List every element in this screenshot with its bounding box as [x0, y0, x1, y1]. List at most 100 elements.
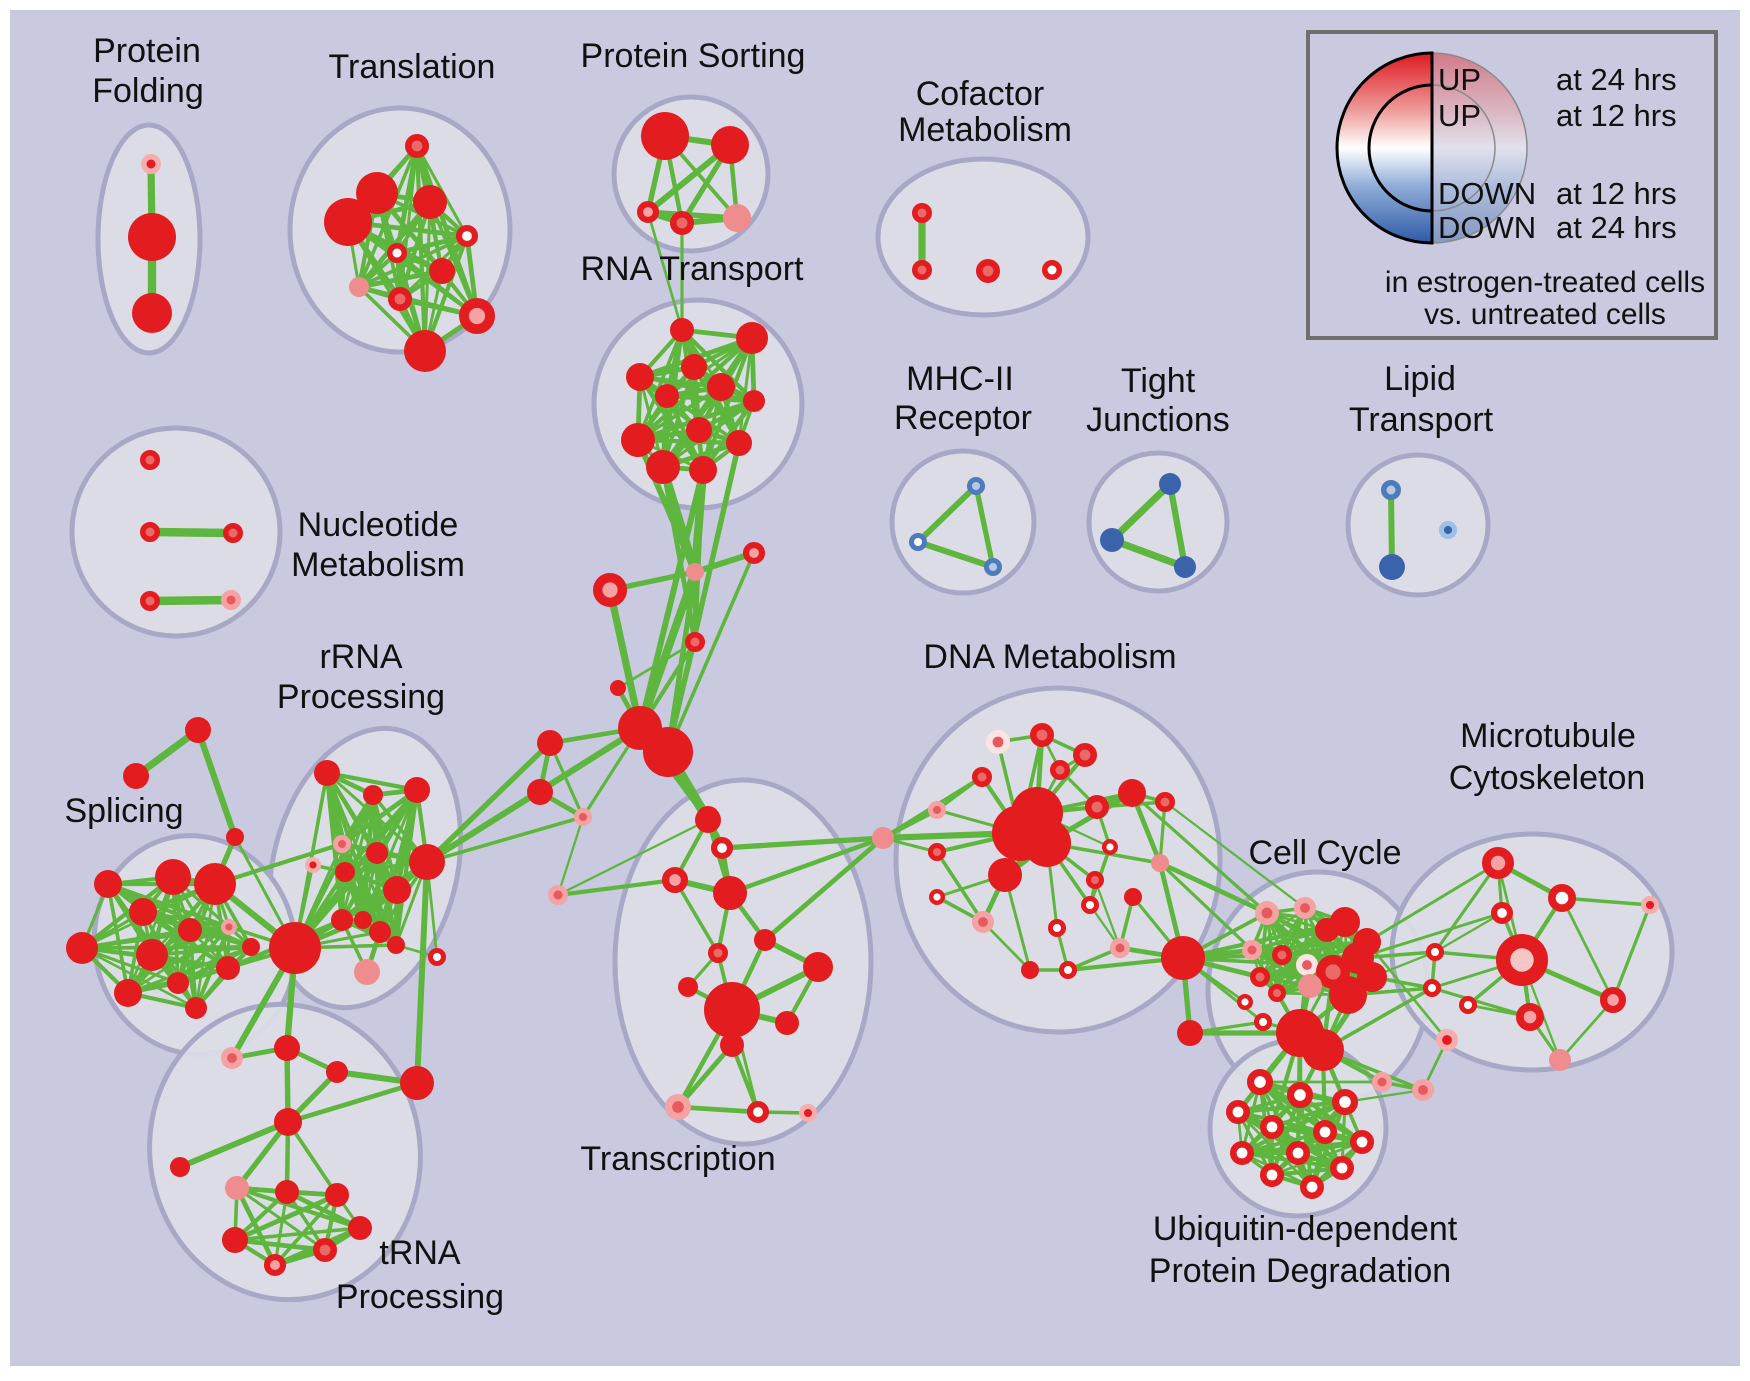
network-node-s2	[746, 1100, 770, 1124]
network-node-s0	[348, 1216, 372, 1240]
cluster-label-cell-cycle: Cell Cycle	[1248, 834, 1401, 872]
network-node-s3	[140, 522, 160, 542]
network-node-s0	[167, 972, 189, 994]
network-node-s0	[354, 911, 372, 929]
network-node-s2	[1286, 1141, 1311, 1166]
network-node-s5	[1110, 938, 1130, 958]
network-node-s0	[655, 384, 679, 408]
cluster-label-tight-junctions-line1: Tight	[1121, 362, 1196, 400]
network-node-s9	[983, 557, 1003, 577]
network-node-s0	[356, 172, 398, 214]
network-node-s2	[1331, 1088, 1359, 1116]
network-node-s2	[1080, 895, 1100, 915]
network-node-s2	[387, 243, 407, 263]
legend-row-1-direction: UP	[1438, 62, 1481, 97]
network-node-s3	[1050, 760, 1070, 780]
network-node-s0	[1329, 976, 1367, 1014]
network-node-s1	[742, 541, 766, 565]
network-node-s5	[221, 590, 241, 610]
network-node-s3	[140, 450, 160, 470]
network-node-s6	[1298, 974, 1322, 998]
network-node-s2	[1047, 918, 1067, 938]
network-node-s0	[537, 730, 563, 756]
network-node-s0	[1161, 936, 1205, 980]
network-node-s0	[331, 909, 353, 931]
network-node-s9	[1381, 480, 1401, 500]
network-node-s3	[1073, 742, 1098, 767]
network-node-s4	[1640, 895, 1660, 915]
network-node-s2	[1236, 994, 1253, 1011]
cluster-ellipse-tight-junctions	[1086, 450, 1230, 594]
cluster-label-translation: Translation	[329, 48, 496, 86]
cluster-label-rna-transport: RNA Transport	[581, 250, 805, 288]
legend-caption-line1: in estrogen-treated cells	[1385, 266, 1705, 299]
cluster-label-dna-metabolism: DNA Metabolism	[923, 638, 1176, 676]
network-node-s0	[324, 198, 372, 246]
network-node-s3	[669, 211, 694, 236]
cluster-label-nucleotide-metabolism-line1: Nucleotide	[298, 506, 459, 544]
network-node-s0	[707, 373, 735, 401]
cluster-label-lipid-transport-line1: Lipid	[1384, 360, 1456, 398]
network-node-s0	[736, 322, 768, 354]
network-node-s0	[695, 807, 721, 833]
network-node-s1	[592, 572, 628, 608]
cluster-ellipse-lipid-transport	[1345, 452, 1491, 598]
network-node-s6	[872, 827, 894, 849]
network-node-s4	[305, 857, 322, 874]
cluster-label-transcription: Transcription	[580, 1140, 775, 1178]
network-node-s0	[325, 1183, 349, 1207]
network-node-s0	[226, 828, 244, 846]
network-node-s10	[908, 532, 928, 552]
network-node-s0	[1177, 1020, 1203, 1046]
network-node-s0	[132, 293, 172, 333]
network-node-s6	[686, 563, 704, 581]
network-node-s0	[404, 330, 446, 372]
network-node-s0	[409, 844, 445, 880]
network-node-s3	[223, 523, 243, 543]
network-node-s0	[621, 423, 655, 457]
cluster-label-tight-junctions-line2: Junctions	[1086, 401, 1230, 439]
cluster-label-protein-folding-line2: Folding	[92, 72, 204, 110]
cluster-label-trna-processing-line1: tRNA	[379, 1234, 461, 1272]
network-node-s3	[1250, 967, 1270, 987]
network-node-s5	[971, 910, 995, 934]
network-node-s2	[1330, 1156, 1355, 1181]
network-node-s6	[354, 959, 380, 985]
cluster-label-rrna-processing-line2: Processing	[277, 678, 445, 716]
network-node-s0	[114, 979, 142, 1007]
network-node-s0	[363, 785, 383, 805]
network-node-s0	[1124, 888, 1142, 906]
legend-row-2-direction: UP	[1438, 98, 1481, 133]
network-node-s2	[710, 836, 734, 860]
network-node-s0	[335, 862, 355, 882]
network-node-s2	[1226, 1100, 1251, 1125]
network-node-s8	[1159, 473, 1181, 495]
cluster-label-mhc-ii-receptor-line1: MHC-II	[906, 360, 1014, 398]
network-node-s0	[689, 456, 717, 484]
network-node-s0	[170, 1157, 190, 1177]
network-node-s2	[1422, 978, 1442, 998]
network-node-s3	[140, 591, 160, 611]
network-node-s2	[455, 224, 479, 248]
cluster-label-trna-processing-line2: Processing	[336, 1278, 504, 1316]
network-node-s2	[1490, 901, 1514, 925]
network-node-s0	[1118, 779, 1146, 807]
nodes-layer	[66, 112, 1660, 1277]
network-node-s6	[349, 277, 369, 297]
cluster-label-microtubule-cytoskeleton-line1: Microtubule	[1460, 717, 1636, 755]
network-node-s0	[216, 956, 240, 980]
network-node-s5	[927, 800, 947, 820]
network-node-s7	[1295, 953, 1319, 977]
network-node-s0	[314, 760, 340, 786]
network-node-s5	[220, 919, 237, 936]
legend-row-2-time: at 12 hrs	[1556, 98, 1677, 133]
network-node-s0	[400, 1066, 434, 1100]
network-node-s0	[194, 863, 236, 905]
network-node-s0	[726, 430, 752, 456]
network-node-s11	[1438, 520, 1458, 540]
network-node-s3	[972, 767, 992, 787]
network-node-s5	[1411, 1078, 1435, 1102]
